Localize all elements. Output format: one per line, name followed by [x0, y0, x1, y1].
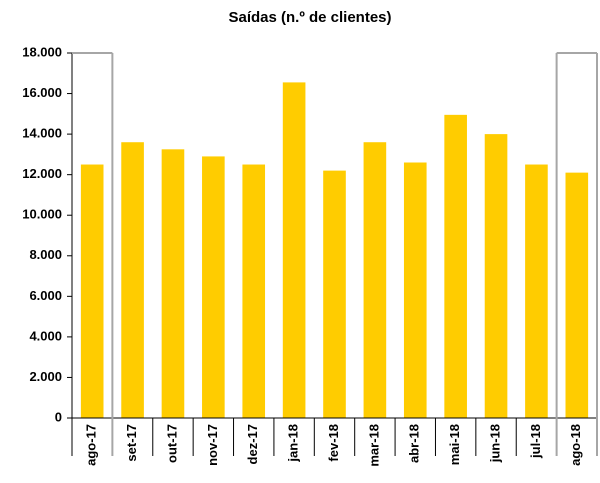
y-tick-label: 8.000	[29, 247, 62, 262]
chart-title: Saídas (n.º de clientes)	[228, 9, 391, 26]
y-tick-label: 16.000	[22, 85, 62, 100]
bar	[484, 134, 508, 418]
x-tick-label: mai-18	[447, 424, 462, 465]
x-tick-label: ago-17	[84, 424, 99, 466]
x-tick-label: dez-17	[245, 424, 260, 464]
bar	[525, 164, 548, 418]
x-tick-label: jul-18	[528, 424, 543, 459]
bar	[202, 156, 225, 418]
y-tick-label: 6.000	[29, 288, 62, 303]
y-tick-label: 14.000	[22, 126, 62, 141]
y-tick-label: 0	[55, 409, 62, 424]
y-tick-label: 10.000	[22, 207, 62, 222]
bar	[242, 164, 266, 418]
bar	[363, 142, 387, 418]
bar	[121, 142, 144, 418]
bar	[282, 82, 306, 419]
bar	[161, 149, 185, 418]
x-tick-label: out-17	[164, 424, 179, 463]
x-tick-label: abr-18	[407, 424, 422, 463]
y-tick-label: 18.000	[22, 44, 62, 59]
x-tick-label: fev-18	[326, 424, 341, 462]
x-tick-label: jan-18	[286, 424, 301, 463]
x-tick-label: set-17	[124, 424, 139, 462]
x-tick-label: mar-18	[366, 424, 381, 467]
bar	[403, 162, 427, 418]
bar	[444, 114, 467, 418]
x-tick-label: nov-17	[205, 424, 220, 466]
y-tick-label: 12.000	[22, 166, 62, 181]
x-tick-label: ago-18	[568, 424, 583, 466]
bar	[323, 170, 346, 418]
y-tick-label: 4.000	[29, 328, 62, 343]
bar	[80, 164, 104, 418]
bar	[565, 172, 589, 418]
y-tick-label: 2.000	[29, 369, 62, 384]
x-tick-label: jun-18	[487, 424, 502, 463]
